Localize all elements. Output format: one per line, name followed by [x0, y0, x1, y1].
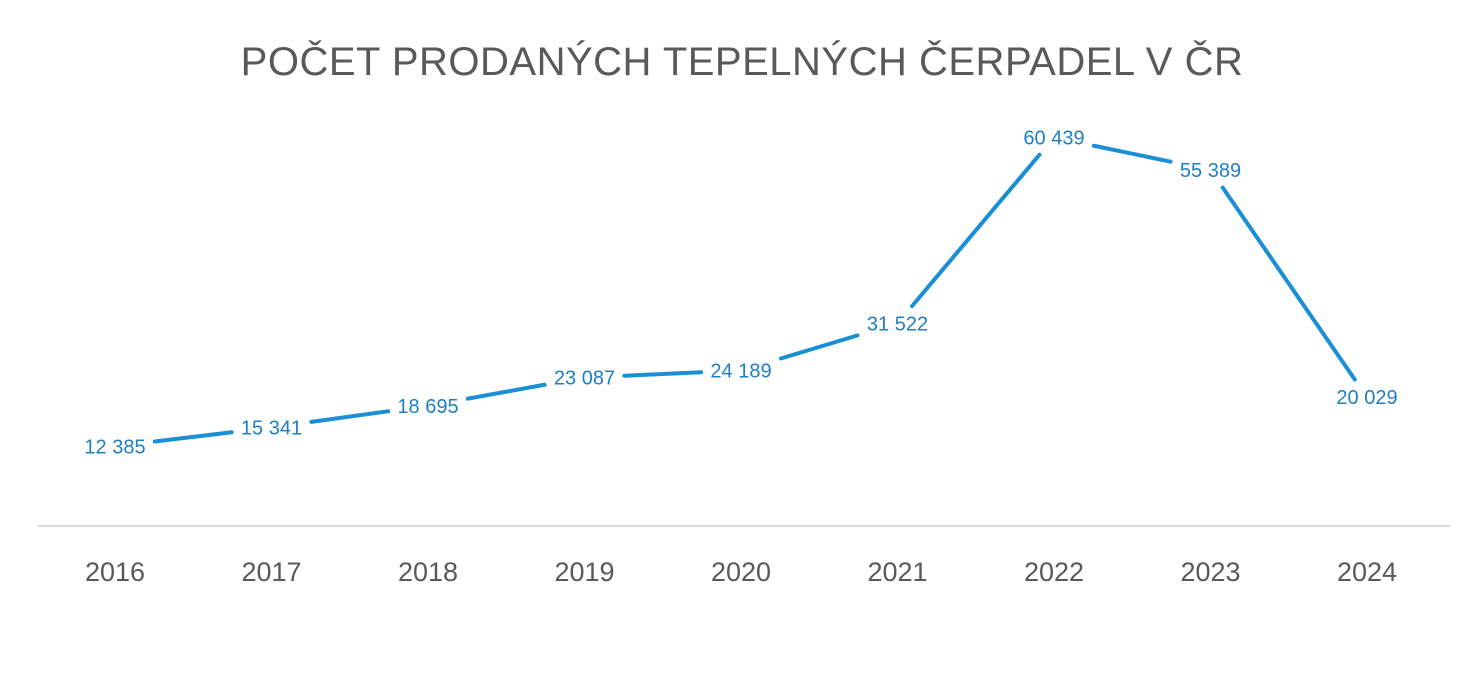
series-line-segment: [152, 430, 234, 444]
series-line-segment: [1220, 185, 1357, 382]
series-layer: [152, 143, 1357, 444]
x-tick-label-2020: 2020: [711, 557, 771, 587]
x-tick-label-2021: 2021: [867, 557, 927, 587]
data-label-2016: 12 385: [84, 436, 145, 458]
x-tick-label-2016: 2016: [85, 557, 145, 587]
data-label-2020: 24 189: [710, 360, 771, 382]
x-tick-label-2024: 2024: [1337, 557, 1397, 587]
series-line-segment: [778, 333, 860, 361]
data-labels-layer: 12 385 15 341 18 695 23 087 24 189 31 522 60 4…: [84, 127, 1397, 458]
data-label-2021: 31 522: [867, 313, 928, 335]
data-label-2018: 18 695: [397, 396, 458, 418]
chart-title: POČET PRODANÝCH TEPELNÝCH ČERPADEL V ČR: [240, 40, 1244, 84]
series-line-segment: [465, 382, 547, 401]
data-label-2023: 55 389: [1180, 160, 1241, 182]
data-label-2024: 20 029: [1336, 387, 1397, 409]
x-tick-label-2022: 2022: [1024, 557, 1084, 587]
x-tick-label-2023: 2023: [1180, 557, 1240, 587]
series-line-segment: [309, 409, 391, 424]
data-label-2022: 60 439: [1023, 127, 1084, 149]
x-tick-label-2018: 2018: [398, 557, 458, 587]
data-label-2017: 15 341: [241, 417, 302, 439]
series-line-segment: [910, 152, 1042, 309]
data-label-2019: 23 087: [554, 368, 615, 390]
x-tick-label-2019: 2019: [554, 557, 614, 587]
series-line-segment: [622, 370, 704, 378]
x-tick-label-2017: 2017: [241, 557, 301, 587]
series-line-segment: [1091, 143, 1173, 164]
x-tick-labels-layer: 2016 2017 2018 2019 2020 2021 2022 2023 2024: [85, 557, 1397, 587]
